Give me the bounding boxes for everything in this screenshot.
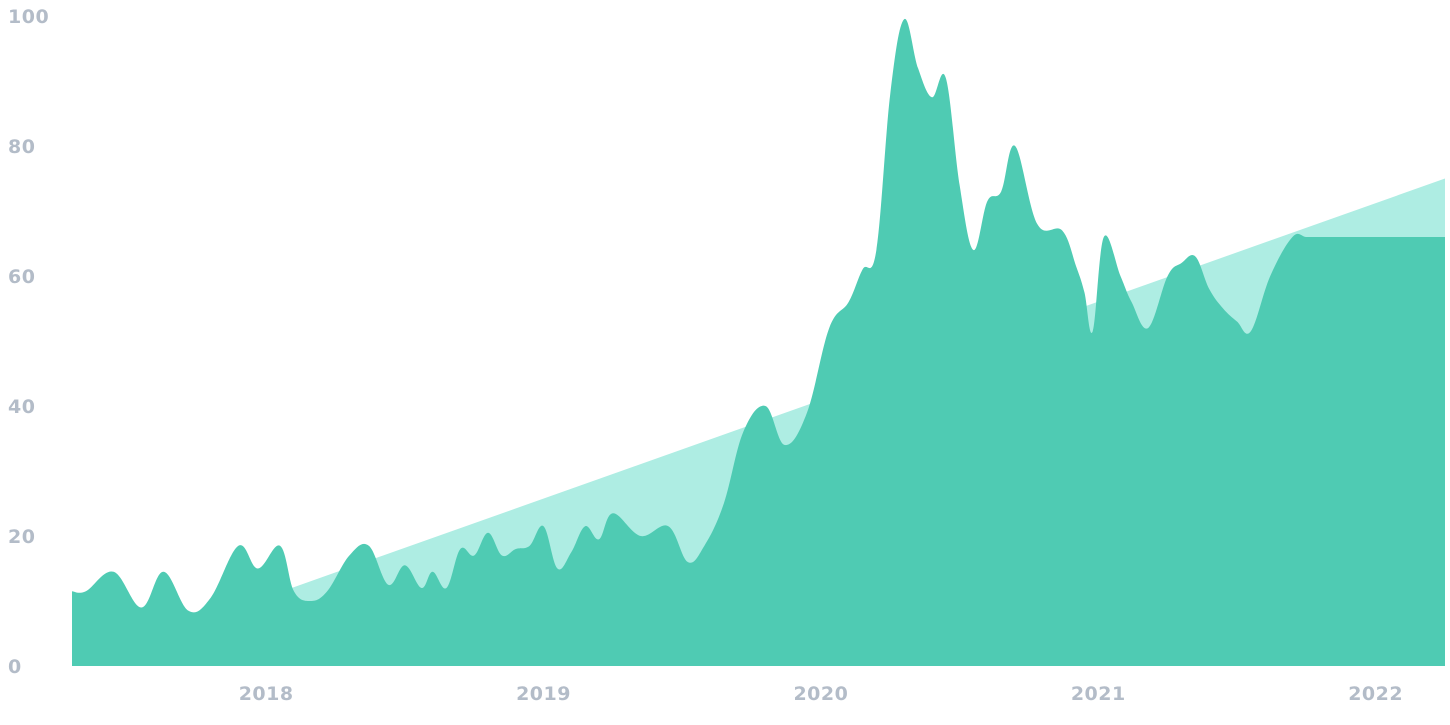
x-tick-label-2019: 2019: [516, 683, 571, 705]
x-axis: 2018 2019 2020 2021 2022: [239, 683, 1403, 705]
y-axis: 0 20 40 60 80 100: [8, 6, 49, 678]
x-tick-label-2022: 2022: [1348, 683, 1403, 705]
x-tick-label-2020: 2020: [793, 683, 848, 705]
y-tick-label-80: 80: [8, 136, 35, 158]
x-tick-label-2021: 2021: [1071, 683, 1126, 705]
y-tick-label-0: 0: [8, 656, 22, 678]
series-area: [72, 18, 1445, 667]
y-tick-label-60: 60: [8, 266, 35, 288]
x-tick-label-2018: 2018: [239, 683, 294, 705]
y-tick-label-100: 100: [8, 6, 49, 28]
y-tick-label-40: 40: [8, 396, 35, 418]
y-tick-label-20: 20: [8, 526, 35, 548]
series-area-shape-0: [72, 18, 1445, 667]
